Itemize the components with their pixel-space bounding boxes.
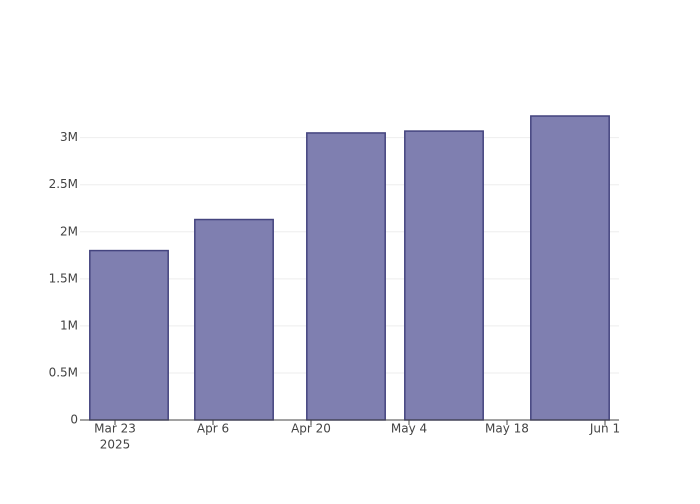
x-tick-label: May 4	[391, 422, 427, 436]
bar	[89, 249, 169, 421]
bar	[306, 132, 386, 421]
x-tick-label: May 18	[485, 422, 529, 436]
x-tick-label: Mar 23	[94, 422, 136, 436]
y-tick-label: 2M	[60, 224, 78, 238]
y-tick-label: 0.5M	[49, 365, 78, 379]
y-tick-label: 0	[70, 413, 78, 427]
bar	[404, 130, 484, 421]
y-tick-label: 3M	[60, 130, 78, 144]
bar	[194, 218, 274, 421]
x-tick-label: Jun 1	[589, 422, 620, 436]
y-tick-label: 1M	[60, 318, 78, 332]
y-tick-label: 2.5M	[49, 177, 78, 191]
x-year-label: 2025	[100, 438, 131, 452]
x-tick-label: Apr 6	[197, 422, 229, 436]
x-tick-label: Apr 20	[291, 422, 331, 436]
y-tick-label: 1.5M	[49, 271, 78, 285]
bar	[530, 115, 610, 421]
